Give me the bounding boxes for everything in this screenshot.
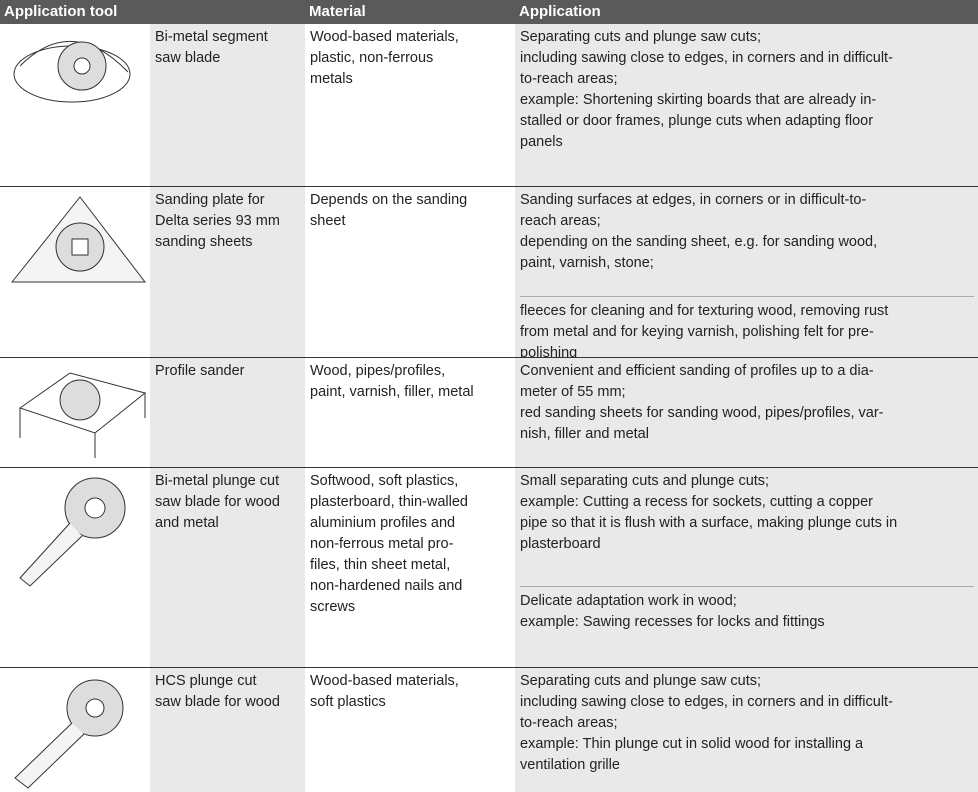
table-row: Bi-metal plunge cut saw blade for wood and… (0, 468, 978, 668)
text-line: example: Thin plunge cut in solid wood f… (520, 736, 864, 752)
tool-illustration (13, 41, 131, 103)
text-line: Depends on the sanding (310, 192, 468, 208)
text-line: Wood-based materials, (310, 29, 459, 45)
table-row: Sanding plate for Delta series 93 mm sandi… (0, 187, 978, 361)
text-line: Wood-based materials, (310, 673, 459, 689)
material-cell: Depends on the sanding sheet (305, 187, 515, 357)
text-line: Convenient and efficient sanding of prof… (520, 363, 874, 379)
tool-illustration (14, 679, 124, 789)
header-cell: Material (305, 0, 515, 24)
text-line: Sanding surfaces at edges, in corners or… (520, 192, 867, 208)
name-cell: Profile sander (150, 358, 305, 467)
application-cell: Small separating cuts and plunge cuts; ex… (515, 468, 978, 667)
text-line: panels (520, 134, 563, 150)
paragraph: fleeces for cleaning and for texturing w… (520, 296, 974, 364)
name-cell: HCS plunge cut saw blade for wood (150, 668, 305, 792)
text-line: pipe so that it is flush with a surface,… (520, 515, 898, 531)
text-line: red sanding sheets for sanding wood, pip… (520, 405, 884, 421)
text-line: Wood, pipes/profiles, (310, 363, 446, 379)
text-line: ventilation grille (520, 757, 620, 773)
text-line: reach areas; (520, 213, 601, 229)
application-cell: Separating cuts and plunge saw cuts; incl… (515, 668, 978, 792)
header-cell: Application tool (0, 0, 305, 24)
text-line: paint, varnish, filler, metal (310, 384, 474, 400)
text-line: aluminium profiles and (310, 515, 456, 531)
table-row: HCS plunge cut saw blade for wood Wood-bas… (0, 668, 978, 792)
text-line: non-hardened nails and (310, 578, 463, 594)
table-row: Profile sander Wood, pipes/profiles, paint… (0, 358, 978, 468)
text-line: paint, varnish, stone; (520, 255, 654, 271)
text-line: soft plastics (310, 694, 386, 710)
text-line: Bi-metal plunge cut (155, 473, 280, 489)
material-cell: Softwood, soft plastics, plasterboard, th… (305, 468, 515, 667)
text-line: polishing (520, 345, 578, 361)
text-line: from metal and for keying varnish, polis… (520, 324, 874, 340)
text-line: including sawing close to edges, in corn… (520, 694, 893, 710)
text-line: Separating cuts and plunge saw cuts; (520, 29, 762, 45)
paragraph: Delicate adaptation work in wood; example… (520, 586, 974, 633)
text-line: saw blade (155, 50, 221, 66)
text-line: stalled or door frames, plunge cuts when… (520, 113, 874, 129)
text-line: Small separating cuts and plunge cuts; (520, 473, 770, 489)
tool-illustration (19, 477, 126, 587)
text-line: example: Sawing recesses for locks and f… (520, 614, 825, 630)
material-cell: Wood-based materials, soft plastics (305, 668, 515, 792)
text-line: Delta series 93 mm (155, 213, 280, 229)
application-cell: Convenient and efficient sanding of prof… (515, 358, 978, 467)
tool-illustration (18, 372, 147, 458)
text-line: sanding sheets (155, 234, 253, 250)
text-line: and metal (155, 515, 219, 531)
material-cell: Wood-based materials, plastic, non-ferrou… (305, 24, 515, 186)
tool-illustration (10, 196, 147, 283)
name-cell: Bi-metal segment saw blade (150, 24, 305, 186)
text-line: non-ferrous metal pro- (310, 536, 454, 552)
paragraph: Separating cuts and plunge saw cuts; incl… (520, 671, 974, 776)
text-line: plasterboard (520, 536, 601, 552)
text-line: nish, filler and metal (520, 426, 649, 442)
text-line: including sawing close to edges, in corn… (520, 50, 893, 66)
text-line: depending on the sanding sheet, e.g. for… (520, 234, 878, 250)
text-line: plastic, non-ferrous (310, 50, 434, 66)
text-line: HCS plunge cut (155, 673, 257, 689)
text-line: to-reach areas; (520, 715, 618, 731)
text-line: meter of 55 mm; (520, 384, 626, 400)
text-line: fleeces for cleaning and for texturing w… (520, 303, 889, 319)
paragraph: Sanding surfaces at edges, in corners or… (520, 190, 974, 296)
paragraph: Small separating cuts and plunge cuts; ex… (520, 471, 974, 586)
paragraph: Separating cuts and plunge saw cuts; incl… (520, 27, 974, 153)
text-line: metals (310, 71, 353, 87)
application-cell: Separating cuts and plunge saw cuts; incl… (515, 24, 978, 186)
text-line: sheet (310, 213, 346, 229)
text-line: example: Cutting a recess for sockets, c… (520, 494, 874, 510)
text-line: Bi-metal segment (155, 29, 268, 45)
text-line: files, thin sheet metal, (310, 557, 451, 573)
text-line: saw blade for wood (155, 494, 280, 510)
text-line: to-reach areas; (520, 71, 618, 87)
text-line: plasterboard, thin-walled (310, 494, 468, 510)
paragraph: Convenient and efficient sanding of prof… (520, 361, 974, 445)
table-row: Bi-metal segment saw blade Wood-based mate… (0, 24, 978, 187)
text-line: Separating cuts and plunge saw cuts; (520, 673, 762, 689)
text-line: Delicate adaptation work in wood; (520, 593, 737, 609)
text-line: example: Shortening skirting boards that… (520, 92, 877, 108)
text-line: Sanding plate for (155, 192, 265, 208)
name-cell: Bi-metal plunge cut saw blade for wood and… (150, 468, 305, 667)
material-cell: Wood, pipes/profiles, paint, varnish, fil… (305, 358, 515, 467)
text-line: Profile sander (155, 363, 245, 379)
text-line: saw blade for wood (155, 694, 280, 710)
header-cell: Application (515, 0, 978, 24)
name-cell: Sanding plate for Delta series 93 mm sandi… (150, 187, 305, 357)
application-cell: Sanding surfaces at edges, in corners or… (515, 187, 978, 361)
text-line: Softwood, soft plastics, (310, 473, 459, 489)
text-line: screws (310, 599, 356, 615)
